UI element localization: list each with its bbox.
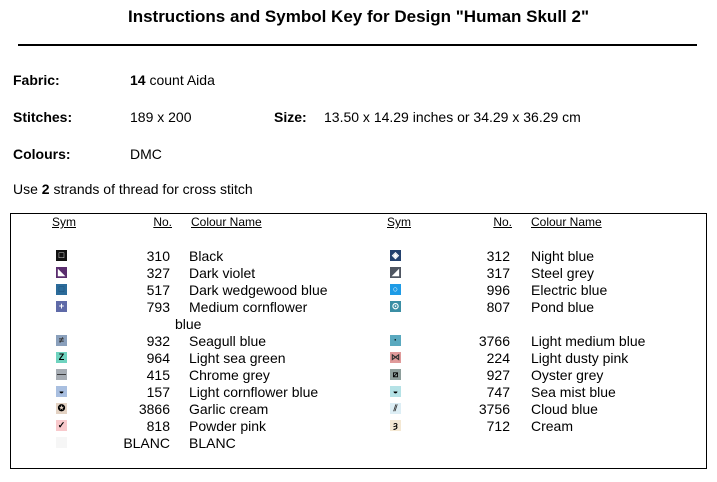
dmc-number: 317: [486, 265, 510, 281]
dmc-number: 224: [486, 350, 510, 366]
colour-name: Pond blue: [531, 299, 595, 315]
dmc-number: 3756: [478, 401, 510, 417]
symbol-swatch-icon: □: [56, 250, 67, 261]
symbol-swatch-icon: ⊙: [390, 301, 401, 312]
dmc-number: 310: [146, 248, 170, 264]
colour-name: Light medium blue: [531, 333, 646, 349]
colour-name: Dark violet: [189, 265, 256, 281]
symbol-swatch-icon: ȝ: [390, 420, 401, 431]
strands-count: 2: [41, 181, 50, 197]
colour-name: Cloud blue: [531, 401, 598, 417]
dmc-number: 747: [486, 384, 510, 400]
dmc-number: 312: [486, 248, 510, 264]
symbol-swatch-icon: ≠: [56, 335, 67, 346]
dmc-number: 3766: [478, 333, 510, 349]
colour-name: Light sea green: [189, 350, 286, 366]
symbol-swatch-icon: [56, 437, 67, 448]
strands-pre: Use: [13, 181, 42, 197]
symbol-swatch-icon: —: [56, 369, 67, 380]
colour-name: Seagull blue: [189, 333, 267, 349]
colour-name: Black: [189, 248, 224, 264]
symbol-swatch-icon: ⋈: [390, 352, 401, 363]
symbol-swatch-icon: ✪: [56, 403, 67, 414]
symbol-swatch-icon: ✓: [56, 420, 67, 431]
dmc-number: 712: [486, 418, 510, 434]
colour-name: BLANC: [189, 435, 236, 451]
symbol-swatch-icon: ⫽: [390, 403, 401, 414]
colour-name: Light dusty pink: [531, 350, 629, 366]
dmc-number: 996: [486, 282, 510, 298]
dmc-number: BLANC: [123, 435, 170, 451]
symbol-swatch-icon: ○: [390, 284, 401, 295]
colour-name: Cream: [531, 418, 574, 434]
symbol-swatch-icon: ◒: [390, 386, 401, 397]
colour-name: Sea mist blue: [531, 384, 616, 400]
size-label: Size:: [274, 109, 307, 125]
colour-name: Oyster grey: [531, 367, 604, 383]
symbol-swatch-icon: ◣: [56, 267, 67, 278]
colour-name: Light cornflower blue: [189, 384, 319, 400]
colour-name: Night blue: [531, 248, 595, 264]
strands-post: strands of thread for cross stitch: [49, 181, 253, 197]
symbol-swatch-icon: ·: [390, 335, 401, 346]
dmc-number: 415: [146, 367, 170, 383]
table-bottom-border: [10, 468, 707, 469]
header-no-right: No.: [493, 215, 512, 229]
colour-name: Electric blue: [531, 282, 608, 298]
fabric-type: count Aida: [145, 72, 215, 88]
colour-name: Steel grey: [531, 265, 595, 281]
colour-name-continued: blue: [175, 316, 202, 332]
fabric-label: Fabric:: [13, 72, 60, 88]
header-name-left: Colour Name: [191, 215, 262, 229]
dmc-number: 327: [146, 265, 170, 281]
symbol-swatch-icon: ◈: [390, 250, 401, 261]
dmc-number: 932: [146, 333, 170, 349]
colour-name: Garlic cream: [189, 401, 269, 417]
header-no-left: No.: [153, 215, 172, 229]
stitches-value: 189 x 200: [130, 109, 192, 125]
symbol-swatch-icon: □: [56, 284, 67, 295]
colour-name: Chrome grey: [189, 367, 270, 383]
dmc-number: 793: [146, 299, 170, 315]
page-title: Instructions and Symbol Key for Design "…: [127, 7, 590, 26]
title-rule: [18, 44, 697, 46]
symbol-key-table: [10, 213, 707, 469]
dmc-number: 517: [146, 282, 170, 298]
colours-label: Colours:: [13, 146, 71, 162]
symbol-swatch-icon: ◢: [390, 267, 401, 278]
dmc-number: 818: [146, 418, 170, 434]
header-sym-right: Sym: [387, 215, 411, 229]
fabric-value: 14 count Aida: [130, 72, 215, 88]
dmc-number: 807: [486, 299, 510, 315]
dmc-number: 964: [146, 350, 170, 366]
symbol-swatch-icon: +: [56, 301, 67, 312]
colour-name: Powder pink: [189, 418, 267, 434]
header-name-right: Colour Name: [531, 215, 602, 229]
header-sym-left: Sym: [52, 215, 76, 229]
colour-name: Dark wedgewood blue: [189, 282, 328, 298]
stitches-label: Stitches:: [13, 109, 73, 125]
symbol-swatch-icon: ⧄: [390, 369, 401, 380]
symbol-swatch-icon: ◒: [56, 386, 67, 397]
dmc-number: 927: [486, 367, 510, 383]
fabric-count: 14: [130, 72, 146, 88]
dmc-number: 3866: [138, 401, 170, 417]
colour-name: Medium cornflower: [189, 299, 308, 315]
size-value: 13.50 x 14.29 inches or 34.29 x 36.29 cm: [324, 109, 581, 125]
colours-value: DMC: [130, 146, 162, 162]
dmc-number: 157: [146, 384, 170, 400]
strands-instruction: Use 2 strands of thread for cross stitch: [13, 181, 253, 197]
symbol-swatch-icon: Z: [56, 352, 67, 363]
